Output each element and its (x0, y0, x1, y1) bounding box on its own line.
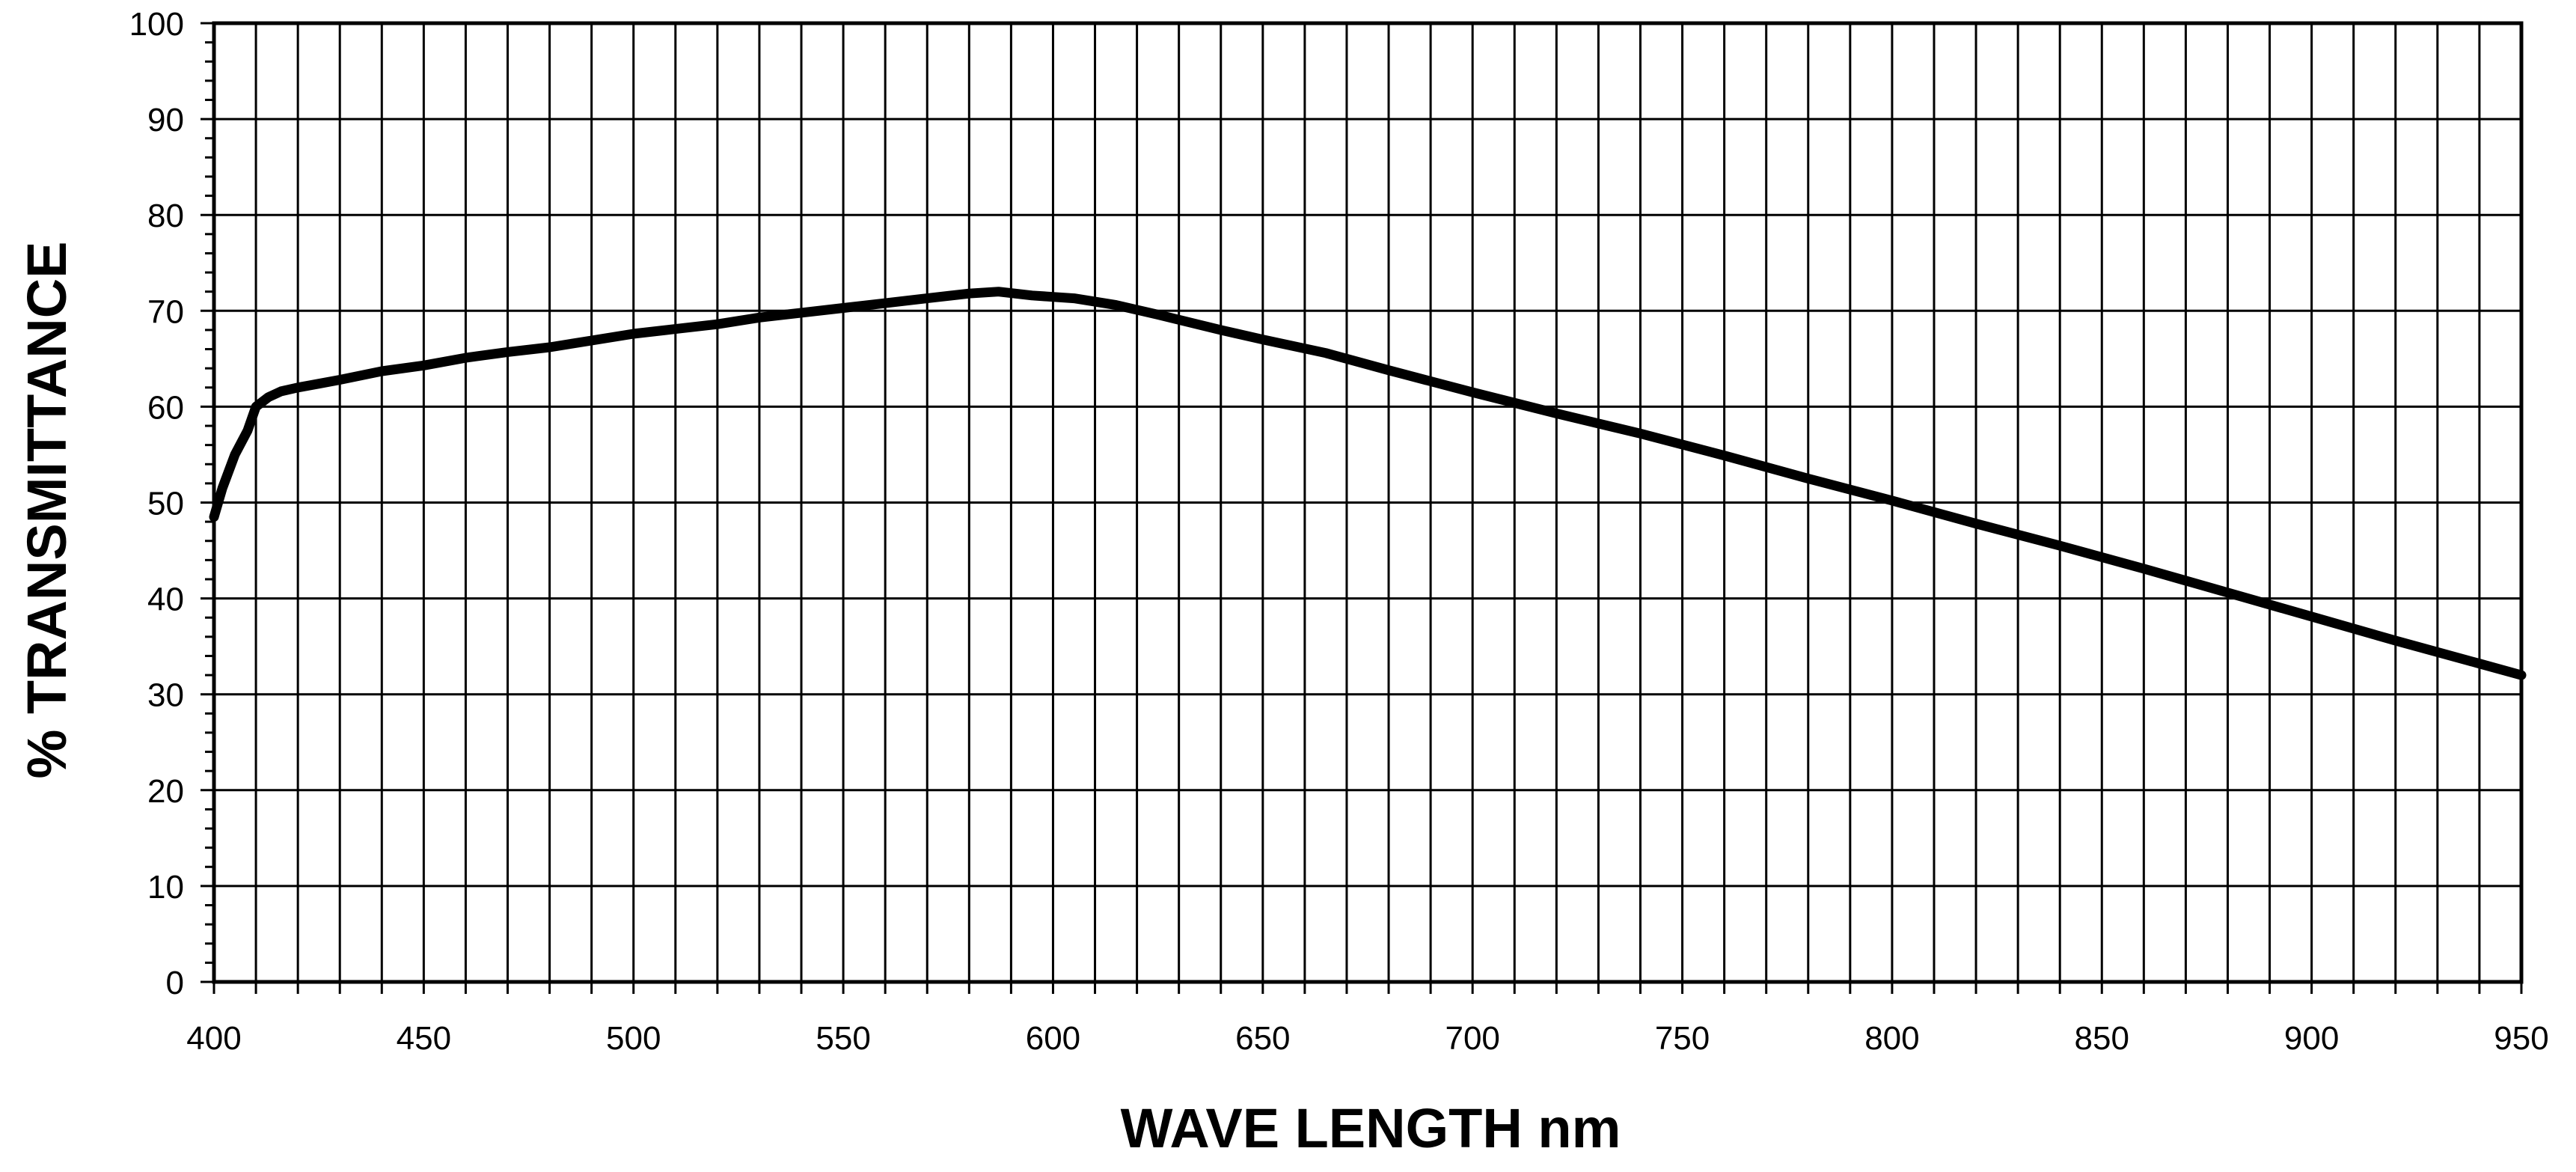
x-tick-label: 750 (1655, 1020, 1710, 1057)
y-tick-label: 20 (147, 773, 184, 810)
y-tick-label: 60 (147, 389, 184, 426)
y-tick-label: 80 (147, 198, 184, 234)
x-tick-label: 600 (1026, 1020, 1080, 1057)
grid (214, 23, 2521, 982)
x-tick-label: 400 (186, 1020, 241, 1057)
x-tick-labels: 400 450 500 550 600 650 700 750 800 850 900 950 (186, 1020, 2548, 1057)
y-tick-label: 30 (147, 677, 184, 714)
y-tick-label: 0 (166, 965, 184, 1001)
x-axis-title: WAVE LENGTH nm (1121, 1097, 1621, 1159)
x-tick-label: 450 (397, 1020, 451, 1057)
y-tick-label: 10 (147, 869, 184, 906)
x-tick-label: 800 (1864, 1020, 1919, 1057)
x-tick-label: 700 (1445, 1020, 1499, 1057)
x-tick-label: 850 (2075, 1020, 2129, 1057)
x-tick-label: 500 (606, 1020, 661, 1057)
x-tick-label: 650 (1235, 1020, 1290, 1057)
minor-ticks (201, 22, 2523, 994)
y-tick-label: 90 (147, 102, 184, 138)
y-tick-label: 50 (147, 486, 184, 522)
transmittance-curve (209, 287, 2527, 680)
x-tick-label: 900 (2284, 1020, 2339, 1057)
x-tick-label: 950 (2494, 1020, 2548, 1057)
y-axis-title: % TRANSMITTANCE (16, 241, 78, 778)
y-tick-label: 70 (147, 293, 184, 330)
x-tick-label: 550 (816, 1020, 870, 1057)
y-tick-labels: 0 10 20 30 40 50 60 70 80 90 100 (129, 6, 184, 1001)
y-tick-label: 100 (129, 6, 184, 43)
y-tick-label: 40 (147, 582, 184, 618)
